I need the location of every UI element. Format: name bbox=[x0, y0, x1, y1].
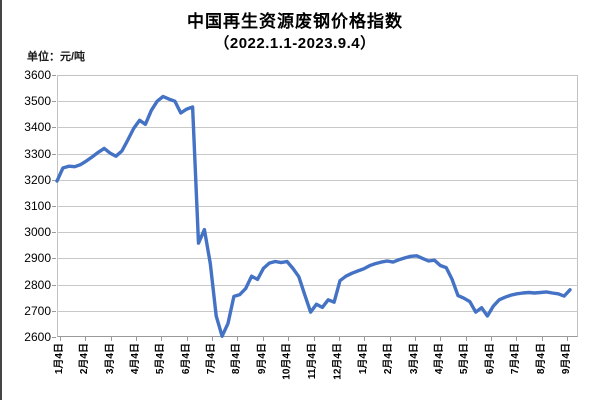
gridline-2700 bbox=[57, 310, 578, 312]
x-axis-label-9: 10月4日 bbox=[282, 343, 294, 380]
x-axis-label-6: 7月4日 bbox=[206, 343, 218, 375]
x-axis-label-20: 9月4日 bbox=[561, 343, 572, 375]
x-axis-label-11: 12月4日 bbox=[332, 343, 344, 380]
x-axis-label-13: 2月4日 bbox=[383, 343, 395, 375]
x-axis-label-14: 3月4日 bbox=[408, 343, 420, 375]
x-axis-tick-3 bbox=[136, 337, 138, 341]
y-axis-label-3400: 3400 bbox=[24, 120, 51, 135]
gridline-3100 bbox=[57, 206, 578, 207]
y-axis-label-3600: 3600 bbox=[24, 68, 51, 82]
y-axis-label-2800: 2800 bbox=[24, 277, 51, 292]
x-axis-label-10: 11月4日 bbox=[307, 343, 319, 380]
gridline-3500 bbox=[57, 101, 578, 103]
x-axis-label-12: 1月4日 bbox=[358, 343, 370, 375]
y-axis-tick-2800 bbox=[52, 284, 56, 286]
chart-title-block: 中国再生资源废钢价格指数 （2022.1.1-2023.9.4） bbox=[10, 12, 580, 54]
x-axis-label-16: 5月4日 bbox=[459, 343, 471, 375]
gridline-3000 bbox=[57, 232, 578, 234]
y-axis-tick-2700 bbox=[52, 310, 56, 312]
x-axis-tick-19 bbox=[541, 337, 543, 341]
x-axis-tick-13 bbox=[389, 337, 391, 341]
gridline-3300 bbox=[57, 153, 578, 155]
x-axis-tick-15 bbox=[440, 337, 442, 341]
y-axis-label-3300: 3300 bbox=[24, 146, 51, 161]
y-axis-tick-3600 bbox=[52, 75, 56, 76]
y-axis-label-2700: 2700 bbox=[24, 303, 51, 318]
x-axis-tick-9 bbox=[288, 337, 290, 341]
x-axis-label-0: 1月4日 bbox=[54, 343, 65, 375]
x-axis-label-18: 7月4日 bbox=[510, 343, 522, 375]
y-axis-tick-3400 bbox=[52, 127, 56, 129]
x-axis-tick-11 bbox=[338, 337, 340, 341]
x-axis-label-17: 6月4日 bbox=[484, 343, 496, 375]
x-axis-label-5: 6月4日 bbox=[180, 343, 192, 375]
x-axis-tick-16 bbox=[465, 337, 467, 341]
x-axis-tick-4 bbox=[161, 337, 163, 341]
x-axis-tick-18 bbox=[516, 337, 518, 341]
gridline-3200 bbox=[57, 179, 578, 181]
x-axis-tick-0 bbox=[60, 337, 61, 341]
x-axis-tick-1 bbox=[85, 337, 87, 341]
gridline-2900 bbox=[57, 258, 578, 260]
chart-title-date-range: （2022.1.1-2023.9.4） bbox=[214, 35, 376, 52]
x-axis-tick-17 bbox=[490, 337, 492, 341]
y-axis-label-2600: 2600 bbox=[24, 330, 51, 344]
y-axis-tick-3000 bbox=[52, 232, 56, 234]
x-axis-label-15: 4月4日 bbox=[434, 343, 446, 375]
y-axis-tick-3300 bbox=[52, 153, 56, 155]
x-axis-label-4: 5月4日 bbox=[155, 343, 167, 375]
gridline-2800 bbox=[57, 284, 578, 286]
chart-title: 中国再生资源废钢价格指数 bbox=[187, 12, 403, 31]
x-axis-label-7: 8月4日 bbox=[231, 343, 243, 375]
x-axis-tick-20 bbox=[567, 337, 568, 341]
x-axis-tick-12 bbox=[364, 337, 366, 341]
y-axis-label-3200: 3200 bbox=[24, 172, 51, 187]
x-axis-label-1: 2月4日 bbox=[79, 343, 91, 375]
x-axis-tick-7 bbox=[237, 337, 239, 341]
x-axis-tick-10 bbox=[313, 337, 315, 341]
gridline-3400 bbox=[57, 127, 578, 129]
left-edge-border bbox=[0, 0, 2, 400]
y-axis-label-3500: 3500 bbox=[24, 94, 51, 109]
price-line-layer bbox=[55, 94, 572, 338]
x-axis-tick-14 bbox=[414, 337, 416, 341]
y-axis-label-2900: 2900 bbox=[24, 251, 51, 266]
y-axis-tick-2600 bbox=[52, 337, 56, 338]
x-axis-tick-2 bbox=[110, 337, 112, 341]
x-axis-label-8: 9月4日 bbox=[256, 343, 268, 375]
x-axis-label-2: 3月4日 bbox=[104, 343, 116, 375]
y-axis-tick-2900 bbox=[52, 258, 56, 260]
y-axis-tick-3500 bbox=[52, 101, 56, 103]
x-axis-tick-6 bbox=[212, 337, 214, 341]
y-axis-label-3000: 3000 bbox=[24, 225, 51, 240]
x-axis-tick-5 bbox=[186, 337, 188, 341]
x-axis-tick-8 bbox=[262, 337, 264, 341]
x-axis-label-3: 4月4日 bbox=[130, 343, 142, 375]
price-line-series bbox=[55, 94, 572, 338]
y-axis-tick-3200 bbox=[52, 179, 56, 181]
y-axis-label-3100: 3100 bbox=[24, 199, 51, 213]
y-axis-tick-3100 bbox=[52, 206, 56, 207]
unit-label: 单位：元/吨 bbox=[27, 51, 86, 63]
x-axis-label-19: 8月4日 bbox=[535, 343, 547, 375]
